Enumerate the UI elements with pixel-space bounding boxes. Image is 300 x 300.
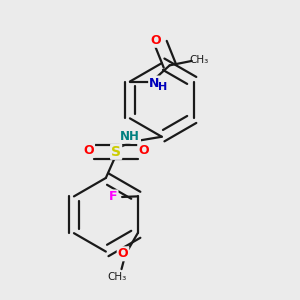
Text: O: O <box>118 247 128 260</box>
Text: CH₃: CH₃ <box>107 272 127 282</box>
Text: CH₃: CH₃ <box>190 55 209 65</box>
Text: O: O <box>150 34 161 47</box>
Text: O: O <box>138 144 149 157</box>
Text: S: S <box>111 145 121 159</box>
Text: O: O <box>83 144 94 157</box>
Text: N: N <box>149 76 160 89</box>
Text: H: H <box>158 82 167 92</box>
Text: F: F <box>109 190 118 203</box>
Text: NH: NH <box>120 130 140 143</box>
